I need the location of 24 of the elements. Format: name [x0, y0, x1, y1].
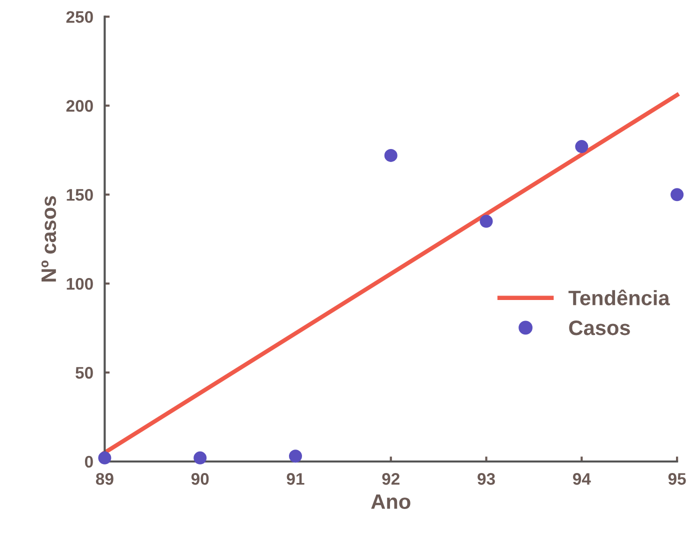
y-tick-label: 100 — [66, 278, 93, 290]
point — [98, 451, 112, 464]
y-tick-label: 50 — [76, 366, 93, 379]
x-tick-label: 92 — [382, 473, 400, 485]
point — [194, 451, 207, 464]
point — [288, 450, 302, 463]
point — [670, 188, 684, 202]
x-tick-label: 95 — [668, 473, 686, 485]
y-tick-label: 150 — [66, 189, 93, 201]
y-tick-label: 200 — [66, 100, 93, 112]
point — [575, 140, 588, 154]
x-tick-label: 93 — [478, 473, 495, 485]
x-tick-label: 89 — [96, 473, 114, 485]
x-tick-label: 90 — [191, 473, 209, 485]
y-tick-label: 250 — [66, 11, 93, 23]
x-tick-label: 91 — [286, 473, 304, 485]
x-axis-title: Ano — [371, 494, 410, 509]
legend-label: Casos — [569, 320, 630, 336]
y-tick-label: 0 — [84, 456, 93, 468]
x-tick-label: 94 — [572, 473, 591, 485]
point — [480, 214, 493, 228]
point — [384, 148, 398, 162]
y-axis-title: Nº casos — [41, 196, 56, 282]
legend-label: Tendência — [568, 290, 670, 306]
